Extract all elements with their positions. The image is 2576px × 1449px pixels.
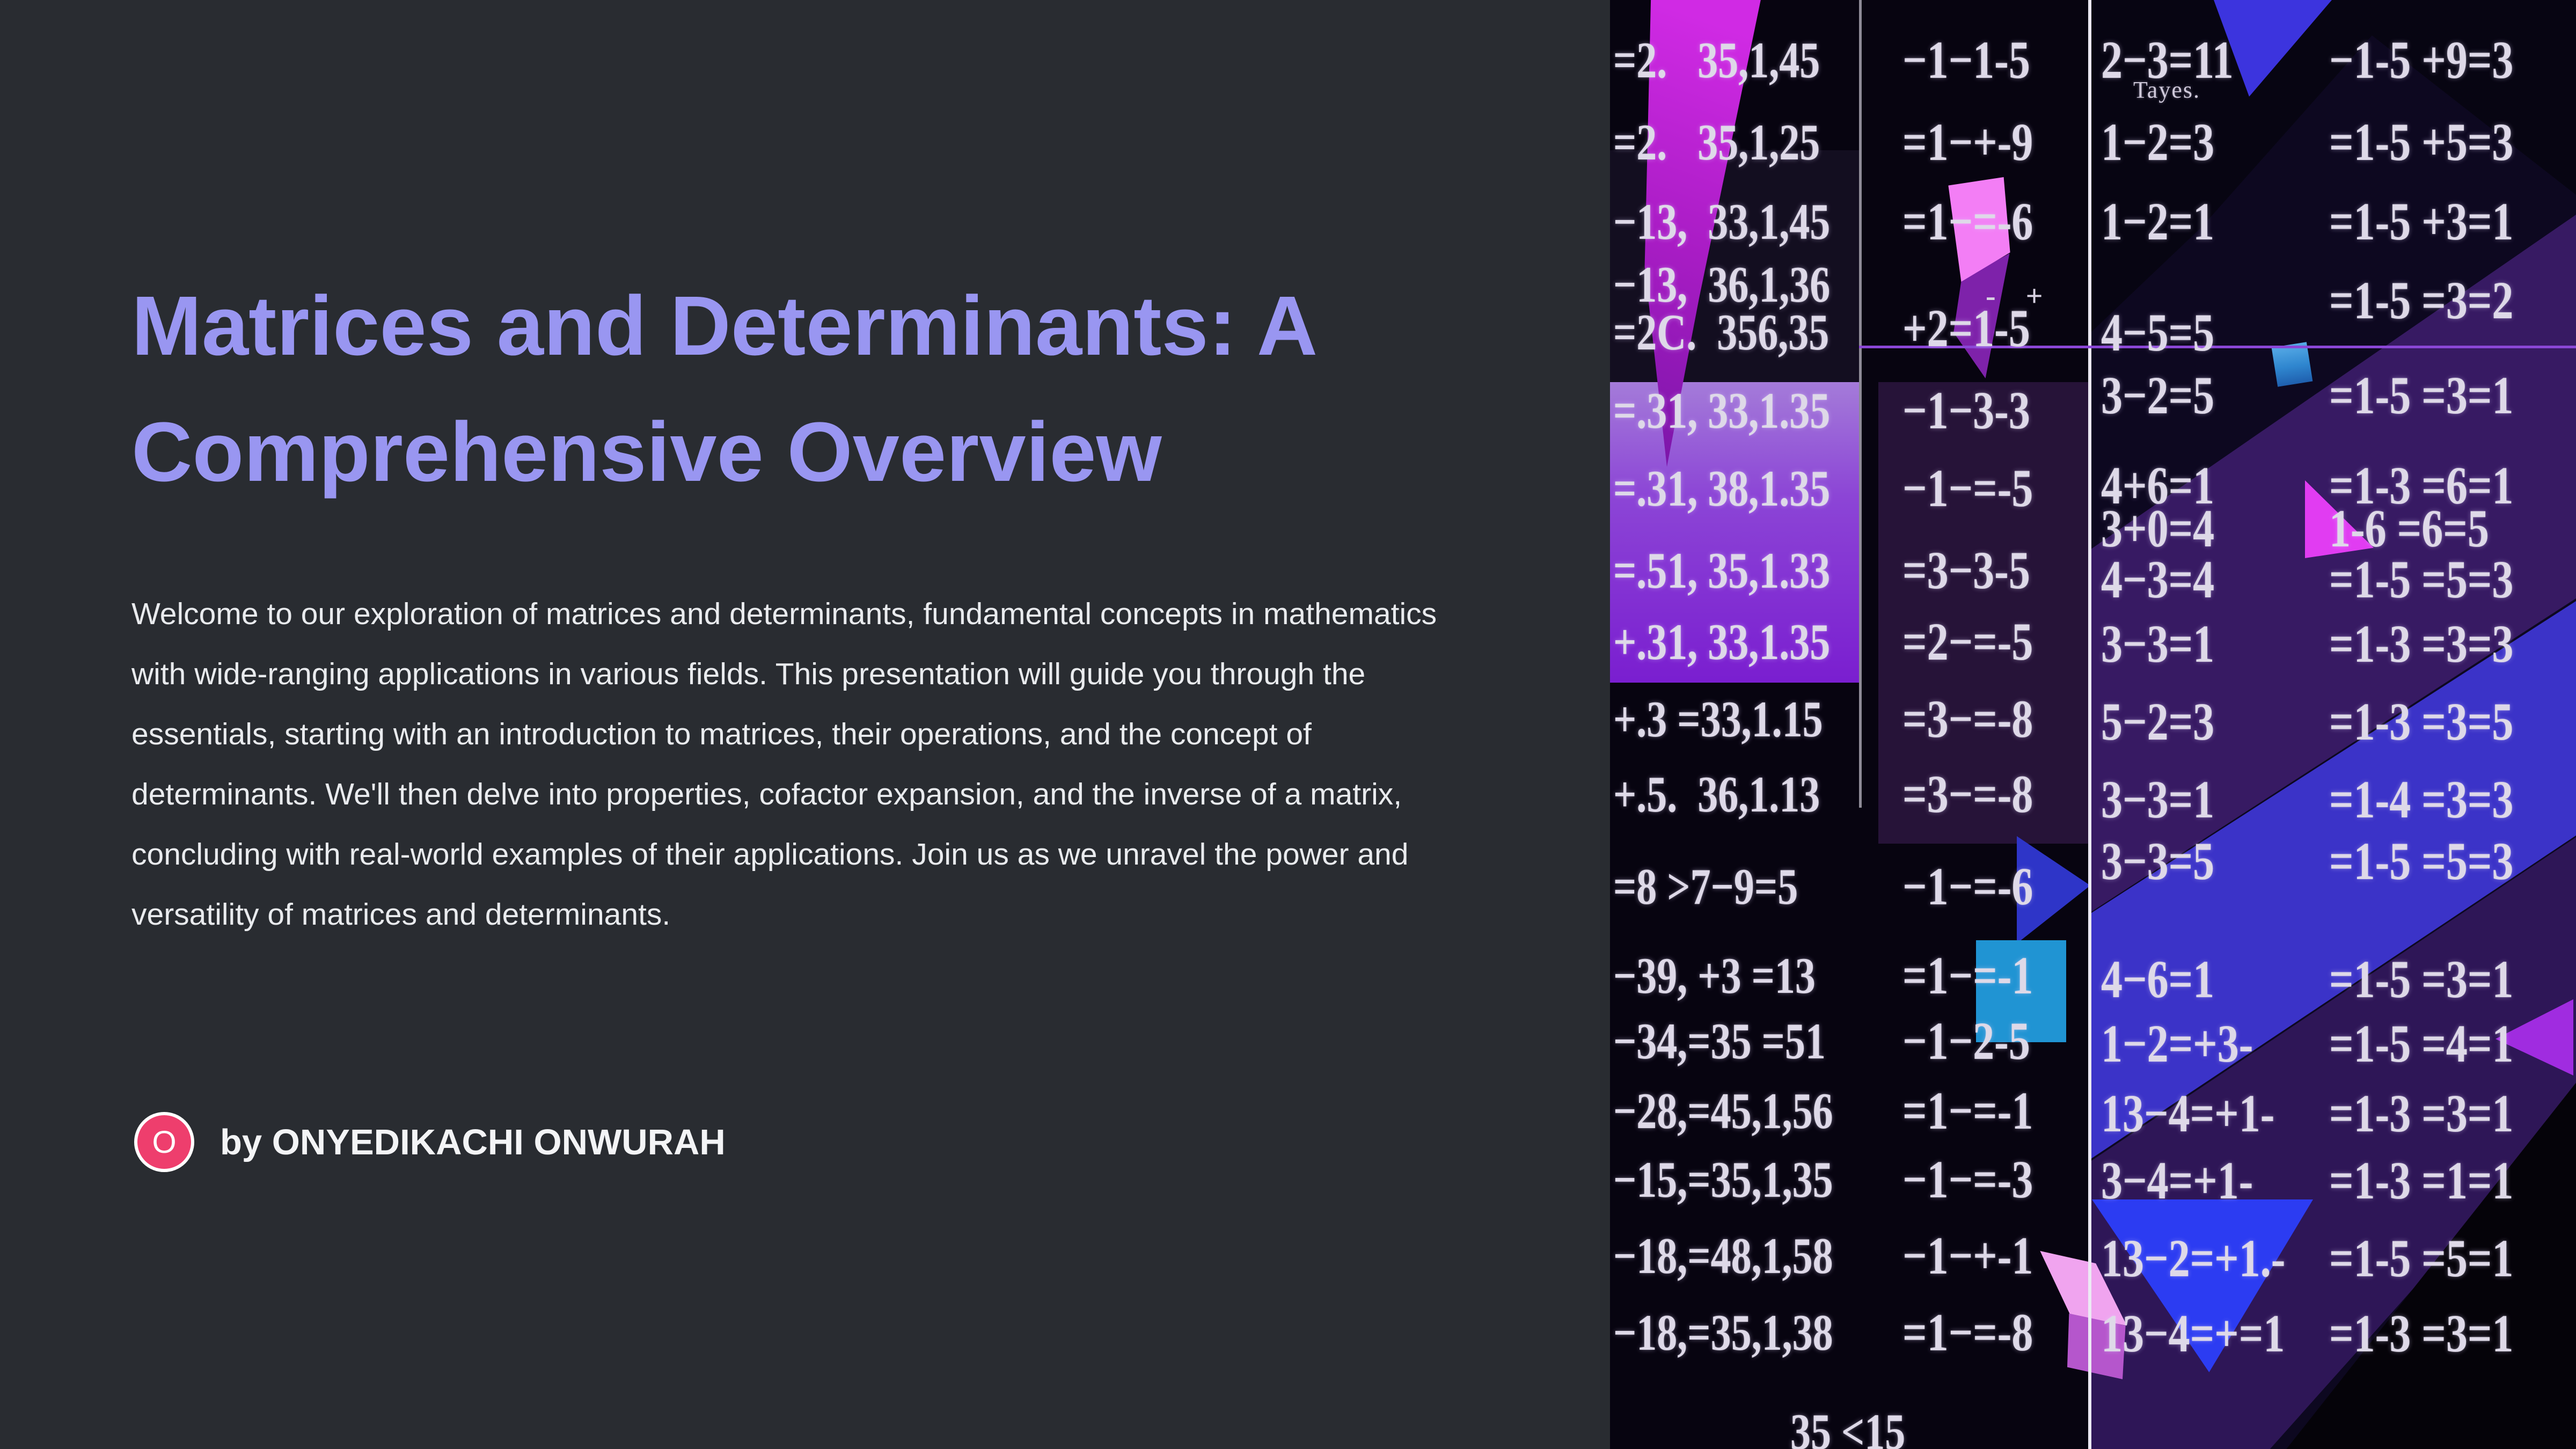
equation-row: =1-3 =3=1 (2329, 1084, 2514, 1143)
equation-row: 4+6=1 (2101, 456, 2215, 515)
equation-row: =8 >7−9=5 (1613, 858, 1798, 915)
equation-row: =1-3 =1=1 (2329, 1151, 2514, 1210)
equation-row: 13−4=+1- (2101, 1084, 2275, 1143)
equation-row: −13, 36,1,36 (1613, 256, 1831, 313)
equation-row: +.3 =33,1.15 (1613, 691, 1823, 748)
byline: O by ONYEDIKACHI ONWURAH (134, 1112, 726, 1172)
equation-row: =1-5 =3=1 (2329, 949, 2514, 1009)
equation-row: 1−2=+3- (2101, 1014, 2253, 1073)
equation-row: =1-5 =5=3 (2329, 550, 2514, 609)
slide-title: Matrices and Determinants: A Comprehensi… (131, 279, 1315, 499)
art-divider-white (2088, 0, 2091, 1449)
equation-row: −1−=-3 (1902, 1150, 2033, 1209)
equation-row: =1-5 =5=3 (2329, 831, 2514, 891)
equation-row: =3−3-5 (1902, 540, 2030, 600)
equation-row: −15,=35,1,35 (1613, 1151, 1833, 1208)
equation-row: =1−=-1 (1902, 946, 2033, 1005)
equation-row: =1−+-9 (1902, 112, 2033, 172)
equation-row: −1-5 +9=3 (2329, 30, 2514, 90)
equation-row: 3+0=4 (2101, 499, 2215, 558)
equation-row: −13, 33,1,45 (1613, 193, 1831, 250)
equation-row: =1-5 =3=2 (2329, 270, 2514, 330)
equation-row: 13−2=+1.- (2101, 1228, 2286, 1288)
author-avatar: O (134, 1112, 194, 1172)
equation-row: 2−3=11 (2101, 30, 2234, 90)
equation-row: =1−=-6 (1902, 192, 2033, 251)
slide-image: =2. 35,1,45 =2. 35,1,25 −13, 33,1,45 −13, 3… (1610, 0, 2576, 1449)
equation-row: 4−6=1 (2101, 949, 2215, 1009)
image-superscript: - + (1986, 280, 2043, 313)
equation-row: 13−4=+=1 (2101, 1304, 2285, 1363)
equation-row: 3−3=1 (2101, 770, 2215, 829)
equation-row: −39, +3 =13 (1613, 947, 1816, 1004)
equation-row: 3−2=5 (2101, 365, 2215, 425)
equation-row: =.31, 38,1.35 (1613, 460, 1831, 517)
slide-body: Welcome to our exploration of matrices a… (131, 597, 1437, 932)
art-cyan-cube (2271, 342, 2313, 387)
equation-row: 3−4=+1- (2101, 1151, 2253, 1210)
equation-row: −18,=48,1,58 (1613, 1227, 1833, 1284)
equation-row: 3−3=1 (2101, 614, 2215, 674)
equation-row: −28,=45,1,56 (1613, 1082, 1833, 1139)
equation-row: +2=1-5 (1902, 298, 2030, 358)
equation-row: =1-3 =3=1 (2329, 1304, 2514, 1363)
equation-row: 35 <15 (1790, 1403, 1906, 1449)
equation-row: =1-3 =3=5 (2329, 692, 2514, 751)
equation-row: =2. 35,1,25 (1613, 114, 1820, 171)
equation-row: =2C. 356,35 (1613, 304, 1829, 361)
equation-row: =1−=-8 (1902, 1302, 2033, 1362)
equation-row: =1-5 =5=1 (2329, 1228, 2514, 1288)
equation-row: =1−=-1 (1902, 1081, 2033, 1140)
slide-content-panel: Matrices and Determinants: A Comprehensi… (131, 279, 1437, 1172)
equation-row: =2−=-5 (1902, 612, 2033, 671)
equation-row: =1-5 +5=3 (2329, 112, 2514, 172)
equation-row: −1−1-5 (1902, 30, 2030, 90)
equation-row: =3−=-8 (1902, 764, 2033, 824)
equation-row: +.31, 33,1.35 (1613, 613, 1831, 670)
equation-row: 5−2=3 (2101, 692, 2215, 751)
equation-row: 1−2=1 (2101, 192, 2215, 251)
equation-row: =2. 35,1,45 (1613, 32, 1820, 89)
equation-row: =1-3 =3=3 (2329, 614, 2514, 674)
art-divider-gray (1859, 0, 1862, 808)
equation-row: 4−5=5 (2101, 303, 2215, 362)
equation-row: =1-5 +3=1 (2329, 192, 2514, 251)
equation-row: 1−2=3 (2101, 112, 2215, 172)
avatar-initial: O (152, 1124, 177, 1160)
equation-row: =3−=-8 (1902, 689, 2033, 749)
equation-row: =1-4 =3=3 (2329, 770, 2514, 829)
equation-row: −1−=-6 (1902, 857, 2033, 916)
equation-row: −18,=35,1,38 (1613, 1304, 1833, 1361)
equation-row: −1−=-5 (1902, 458, 2033, 518)
equation-row: 1-6 =6=5 (2329, 499, 2489, 558)
equation-row: −1−2-5 (1902, 1011, 2030, 1071)
equation-row: =1-5 =3=1 (2329, 365, 2514, 425)
equation-row: =.31, 33,1.35 (1613, 382, 1831, 439)
equation-row: =.51, 35,1.33 (1613, 542, 1831, 599)
equation-row: +.5. 36,1.13 (1613, 766, 1820, 823)
equation-row: =1-3 =6=1 (2329, 456, 2514, 515)
byline-label: by ONYEDIKACHI ONWURAH (220, 1122, 726, 1162)
equation-row: =1-5 =4=1 (2329, 1014, 2514, 1073)
equation-row: −34,=35 =51 (1613, 1013, 1826, 1070)
equation-row: −1−+-1 (1902, 1226, 2033, 1285)
equation-row: 4−3=4 (2101, 550, 2215, 609)
equation-row: 3−3=5 (2101, 831, 2215, 891)
image-annotation: Tayes. (2133, 77, 2200, 103)
equation-row: −1−3-3 (1902, 380, 2030, 440)
